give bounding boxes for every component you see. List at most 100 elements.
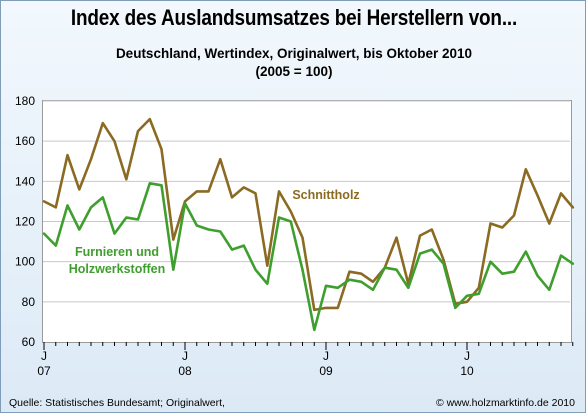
data-point [536, 194, 539, 197]
data-point [160, 148, 163, 150]
data-point [372, 281, 374, 283]
data-point [313, 329, 316, 331]
data-point [466, 295, 468, 297]
data-point [489, 222, 492, 225]
data-point [360, 272, 363, 275]
data-point [137, 218, 139, 221]
data-point [395, 236, 398, 239]
data-point [254, 192, 257, 195]
data-point [219, 230, 222, 233]
data-point [419, 252, 421, 255]
data-point [231, 248, 233, 251]
data-point [301, 236, 304, 239]
y-tick-label-140: 140 [15, 174, 35, 188]
data-point [102, 122, 104, 124]
data-point [55, 244, 57, 247]
data-point [66, 154, 69, 156]
data-point [231, 196, 233, 199]
data-point [102, 196, 104, 199]
data-point [501, 226, 504, 229]
data-point [431, 248, 433, 251]
data-point [172, 268, 175, 271]
data-point [301, 268, 304, 271]
subtitle-line-1: Deutschland, Wertindex, Originalwert, bi… [115, 46, 473, 61]
copyright-note: © www.holzmarktinfo.de 2010 [435, 397, 575, 409]
data-point [525, 250, 527, 253]
series-line-furniere [42, 182, 575, 332]
subtitle-line-2: (2005 = 100) [255, 64, 333, 79]
data-point [207, 228, 210, 231]
chart-subtitle: Deutschland, Wertindex, Originalwert, bi… [1, 45, 586, 81]
data-point [78, 228, 81, 231]
data-point [560, 192, 562, 195]
data-point [55, 206, 57, 209]
data-point [513, 214, 515, 217]
data-point [313, 309, 316, 311]
data-point [489, 260, 492, 263]
source-note: Quelle: Statistisches Bundesamt; Origina… [9, 397, 225, 409]
data-point [548, 222, 551, 225]
y-tick-label-180: 180 [15, 94, 35, 108]
data-point [337, 287, 339, 289]
series-line-schnittholz [42, 117, 575, 312]
x-tick-year-label: 08 [178, 364, 192, 378]
data-point [196, 224, 198, 227]
data-point [572, 206, 574, 209]
data-point [325, 285, 327, 287]
data-point [125, 216, 128, 219]
data-point [113, 140, 116, 142]
data-point [243, 186, 245, 189]
y-tick-label-160: 160 [15, 134, 35, 148]
data-point [431, 228, 433, 231]
data-point [219, 158, 222, 160]
data-point [360, 281, 363, 283]
data-point [348, 270, 351, 273]
data-point [137, 130, 139, 132]
data-point [43, 200, 45, 203]
data-point [290, 220, 292, 223]
chart-title: Index des Auslandsumsatzes bei Herstelle… [70, 5, 518, 30]
data-point [113, 232, 116, 235]
x-tick-month-label: J [182, 349, 188, 363]
data-point [243, 244, 245, 247]
data-point [196, 190, 198, 193]
data-point [478, 293, 480, 295]
data-point [466, 301, 468, 303]
x-tick-month-label: J [41, 349, 47, 363]
data-point [290, 210, 292, 213]
series-label-schnittholz: Schnittholz [292, 188, 359, 202]
data-point [407, 287, 410, 289]
data-point [149, 118, 151, 120]
x-tick-month-label: J [323, 349, 329, 363]
data-point [184, 202, 186, 205]
data-point [43, 232, 45, 235]
data-point [548, 289, 551, 291]
data-point [372, 289, 374, 291]
data-point [172, 238, 175, 241]
data-point [66, 204, 69, 207]
x-tick-year-label: 07 [37, 364, 51, 378]
data-point [337, 307, 339, 309]
y-tick-label-60: 60 [22, 335, 36, 349]
data-point [90, 206, 92, 209]
data-point [395, 268, 398, 271]
data-point [90, 158, 92, 160]
data-point [442, 258, 445, 261]
data-point [501, 272, 504, 275]
data-point [478, 287, 480, 289]
x-tick-year-label: 10 [460, 364, 474, 378]
data-point [572, 262, 574, 265]
data-point [278, 190, 280, 193]
data-point [325, 307, 327, 309]
y-tick-label-80: 80 [22, 295, 36, 309]
x-tick-year-label: 09 [319, 364, 333, 378]
data-point [266, 283, 269, 285]
y-tick-label-100: 100 [15, 255, 35, 269]
series-label-furniere: Holzwerkstoffen [69, 262, 166, 276]
data-point [160, 184, 163, 187]
data-point [513, 270, 515, 273]
data-point [419, 234, 421, 237]
data-point [348, 278, 351, 281]
y-tick-label-120: 120 [15, 215, 35, 229]
